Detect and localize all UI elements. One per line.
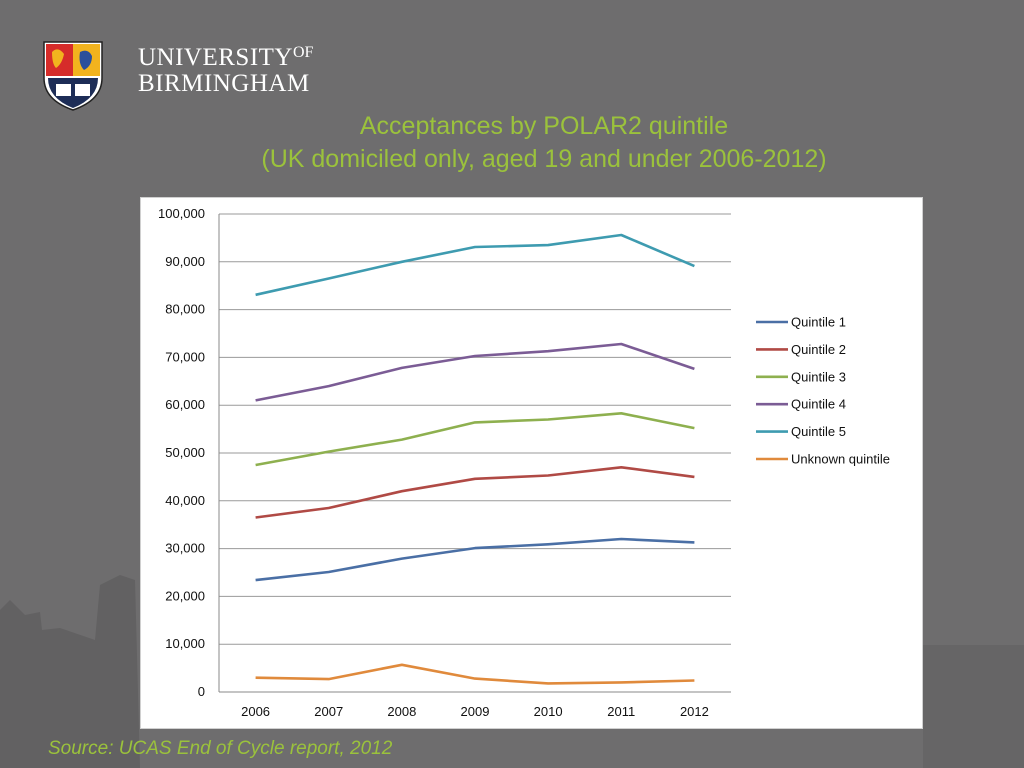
y-tick-label: 60,000 bbox=[165, 397, 205, 412]
y-tick-label: 20,000 bbox=[165, 588, 205, 603]
legend-label: Quintile 2 bbox=[791, 342, 846, 357]
legend-label: Unknown quintile bbox=[791, 452, 890, 467]
x-tick-label: 2011 bbox=[607, 704, 635, 719]
university-line2: BIRMINGHAM bbox=[138, 70, 310, 97]
y-tick-label: 30,000 bbox=[165, 541, 205, 556]
x-tick-label: 2012 bbox=[680, 704, 709, 719]
series-line bbox=[255, 233, 695, 297]
source-note: Source: UCAS End of Cycle report, 2012 bbox=[48, 738, 393, 759]
university-of: OF bbox=[293, 44, 314, 61]
x-tick-label: 2010 bbox=[534, 704, 563, 719]
x-tick-label: 2009 bbox=[461, 704, 490, 719]
y-tick-label: 90,000 bbox=[165, 254, 205, 269]
series-line bbox=[255, 663, 695, 685]
x-tick-label: 2007 bbox=[314, 704, 343, 719]
chart-panel: 0 10,000 20,000 30,000 40,000 50,000 60,000 70,… bbox=[140, 197, 923, 729]
legend-label: Quintile 5 bbox=[791, 424, 846, 439]
slide-title-line1: Acceptances by POLAR2 quintile bbox=[359, 112, 729, 140]
x-tick-label: 2006 bbox=[241, 704, 270, 719]
y-tick-label: 40,000 bbox=[165, 493, 205, 508]
line-chart: 0 10,000 20,000 30,000 40,000 50,000 60,000 70,… bbox=[158, 206, 890, 719]
series-line bbox=[255, 342, 695, 402]
slide-title-line2: (UK domiciled only, aged 19 and under 20… bbox=[261, 145, 827, 173]
university-logo bbox=[42, 40, 104, 117]
legend-label: Quintile 3 bbox=[791, 369, 846, 384]
slide-title: Acceptances by POLAR2 quintile (UK domic… bbox=[0, 110, 1024, 176]
x-tick-label: 2008 bbox=[387, 704, 416, 719]
y-tick-label: 70,000 bbox=[165, 349, 205, 364]
university-wordmark: UNIVERSITYOF BIRMINGHAM bbox=[138, 40, 313, 97]
y-tick-label: 80,000 bbox=[165, 302, 205, 317]
y-tick-label: 50,000 bbox=[165, 445, 205, 460]
legend-label: Quintile 1 bbox=[791, 315, 846, 330]
y-tick-label: 0 bbox=[198, 684, 205, 699]
series-line bbox=[255, 412, 695, 467]
y-tick-label: 10,000 bbox=[165, 636, 205, 651]
y-tick-label: 100,000 bbox=[158, 206, 205, 221]
series-line bbox=[255, 465, 695, 519]
series-line bbox=[255, 537, 695, 582]
university-line1: UNIVERSITY bbox=[138, 44, 293, 71]
legend-label: Quintile 4 bbox=[791, 397, 846, 412]
